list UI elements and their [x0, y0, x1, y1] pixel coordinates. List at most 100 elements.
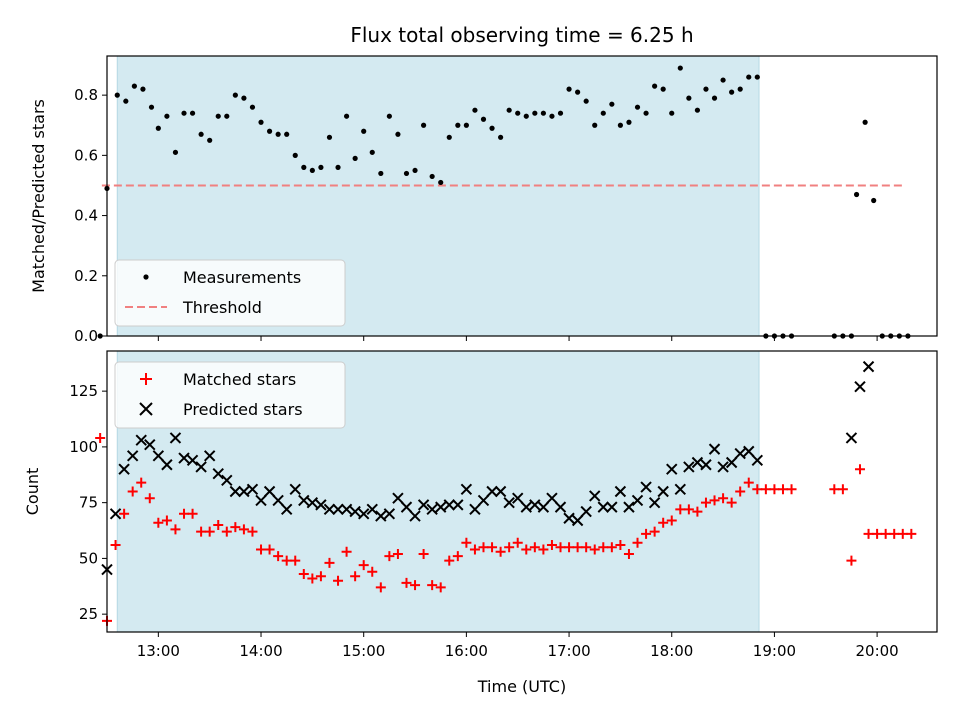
data-point [597, 501, 609, 513]
data-point [212, 467, 224, 480]
data-point [417, 499, 430, 511]
data-point [606, 542, 617, 553]
data-point [429, 173, 435, 180]
data-point [478, 542, 489, 553]
data-point [472, 107, 478, 113]
data-point [626, 119, 632, 125]
data-point [333, 575, 344, 586]
data-point [546, 492, 558, 504]
data-point [395, 131, 401, 137]
data-point [498, 134, 504, 140]
series-predicted-stars [101, 360, 875, 576]
data-point [272, 494, 284, 507]
data-point [469, 503, 481, 516]
series-matched-stars [95, 432, 917, 626]
x-tick-label: 16:00 [445, 642, 488, 660]
data-point [700, 459, 712, 471]
data-point [366, 503, 378, 516]
data-point [418, 548, 429, 559]
data-point [131, 83, 137, 89]
data-point [221, 526, 232, 537]
data-point [246, 483, 259, 495]
x-tick-label: 13:00 [137, 642, 180, 660]
data-point [703, 86, 709, 92]
data-point [549, 113, 555, 119]
data-point [634, 104, 641, 110]
data-point [589, 490, 601, 502]
data-point [600, 110, 606, 116]
legend-label: Predicted stars [183, 400, 303, 419]
data-point [769, 484, 780, 495]
data-point [266, 128, 273, 134]
data-point [263, 485, 276, 498]
data-point [452, 499, 464, 511]
top-panel: 0.0 0.2 0.4 0.6 0.8 Matched/Predicted stars Me… [29, 55, 938, 345]
legend-box [114, 259, 346, 327]
data-point [420, 122, 427, 128]
legend: Measurements Threshold [114, 259, 346, 327]
data-point [529, 542, 540, 553]
data-point [589, 544, 600, 555]
data-point [675, 504, 686, 515]
y-tick-label: 50 [79, 549, 98, 567]
data-point [315, 499, 327, 511]
data-point [872, 528, 883, 539]
data-point [446, 134, 452, 140]
data-point [700, 497, 711, 508]
data-point [737, 86, 743, 92]
data-point [164, 113, 170, 119]
data-point [463, 122, 469, 128]
data-point [743, 445, 755, 458]
data-point [674, 483, 687, 495]
data-point [341, 546, 352, 557]
data-point [161, 459, 173, 471]
data-point [123, 98, 129, 104]
x-tick-label: 14:00 [239, 642, 282, 660]
data-point [557, 110, 564, 116]
data-point [127, 486, 138, 497]
data-point [273, 551, 284, 562]
data-point [144, 493, 155, 504]
data-point [521, 544, 532, 555]
data-point [349, 505, 361, 518]
data-point [677, 65, 683, 71]
data-point [401, 577, 412, 588]
data-point [506, 107, 512, 113]
data-point [318, 164, 324, 170]
data-point [230, 522, 241, 533]
legend-marker [140, 373, 152, 385]
data-point [660, 86, 666, 92]
data-point [386, 113, 392, 119]
data-point [375, 510, 387, 522]
data-point [400, 501, 413, 513]
data-point [862, 119, 868, 125]
data-point [563, 512, 575, 524]
data-point [140, 86, 146, 92]
data-point [181, 110, 187, 116]
data-point [298, 494, 310, 507]
data-point [326, 134, 333, 140]
data-point [350, 571, 361, 582]
x-tick-label: 19:00 [753, 642, 796, 660]
data-point [443, 499, 455, 511]
data-point [489, 125, 495, 131]
data-point [692, 506, 703, 517]
data-point [546, 540, 557, 551]
data-point [247, 526, 258, 537]
data-point [564, 542, 575, 553]
data-point [640, 481, 652, 493]
data-point [187, 508, 198, 519]
data-point [718, 493, 729, 504]
data-point [889, 528, 900, 539]
data-point [367, 566, 378, 577]
data-point [691, 456, 704, 469]
plot-frame [106, 350, 938, 633]
data-point [515, 110, 521, 116]
y-tick-label: 125 [69, 382, 98, 400]
data-point [375, 582, 386, 593]
data-point [606, 501, 618, 513]
data-point [880, 528, 891, 539]
data-point [301, 164, 307, 170]
data-point [309, 167, 315, 174]
